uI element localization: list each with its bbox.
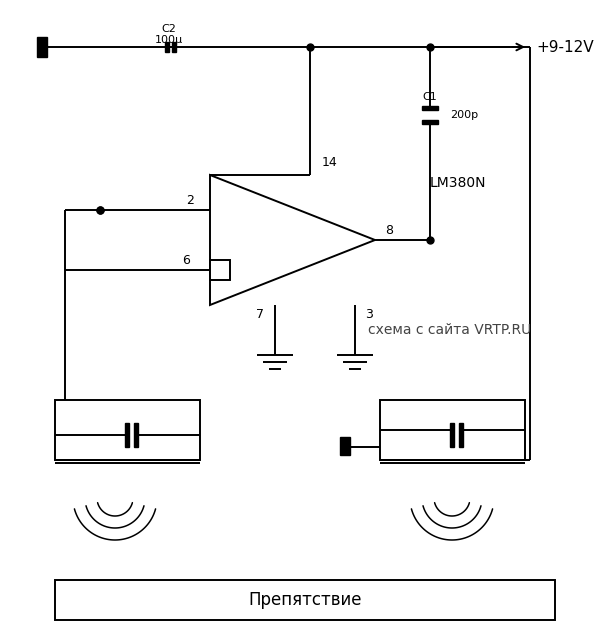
Bar (55, 580, 555, 620)
Bar (172, 42, 176, 52)
Text: 200p: 200p (450, 110, 478, 120)
Bar (340, 437, 350, 455)
Bar (450, 423, 454, 447)
Text: 100μ: 100μ (155, 35, 183, 45)
Text: 8: 8 (385, 224, 393, 236)
Bar (380, 400, 525, 460)
Text: 14: 14 (322, 156, 338, 170)
Bar (55, 400, 200, 460)
Text: 3: 3 (365, 309, 373, 321)
Bar (37, 37, 47, 57)
Bar (134, 423, 138, 447)
Text: 7: 7 (256, 309, 264, 321)
Bar (422, 106, 438, 110)
Text: 6: 6 (182, 253, 190, 267)
Text: схема с сайта VRTP.RU: схема с сайта VRTP.RU (368, 323, 531, 337)
Text: C1: C1 (423, 92, 437, 102)
Text: Препятствие: Препятствие (248, 591, 362, 609)
Text: 2: 2 (186, 194, 194, 206)
Bar (422, 120, 438, 124)
Bar (459, 423, 463, 447)
Text: C2: C2 (162, 24, 176, 34)
Text: +9-12V: +9-12V (536, 39, 594, 55)
Bar (125, 423, 129, 447)
Bar (165, 42, 169, 52)
Text: LM380N: LM380N (430, 176, 486, 190)
Bar (210, 260, 230, 280)
